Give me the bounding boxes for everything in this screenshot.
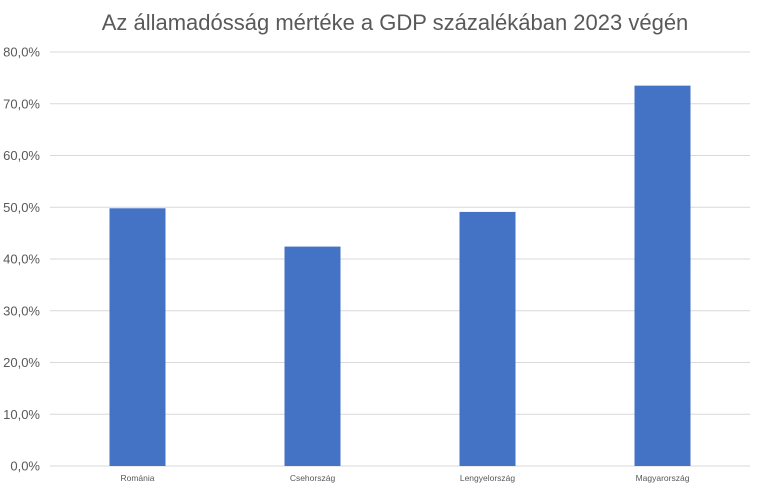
y-tick-label: 50,0% [3, 200, 40, 215]
x-tick-label: Magyarország [636, 473, 690, 483]
y-tick-label: 20,0% [3, 355, 40, 370]
bar [634, 85, 691, 466]
y-tick-label: 10,0% [3, 407, 40, 422]
y-tick-label: 0,0% [10, 459, 40, 474]
x-tick-label: Románia [120, 473, 154, 483]
y-tick-label: 40,0% [3, 252, 40, 267]
y-tick-label: 70,0% [3, 96, 40, 111]
bar [109, 208, 166, 466]
bar [459, 211, 516, 466]
y-tick-label: 30,0% [3, 303, 40, 318]
chart-title: Az államadósság mértéke a GDP százalékáb… [101, 10, 689, 35]
y-tick-label: 60,0% [3, 148, 40, 163]
x-tick-label: Lengyelország [460, 473, 516, 483]
bar [284, 246, 341, 466]
x-tick-label: Csehország [290, 473, 336, 483]
y-tick-label: 80,0% [3, 45, 40, 60]
